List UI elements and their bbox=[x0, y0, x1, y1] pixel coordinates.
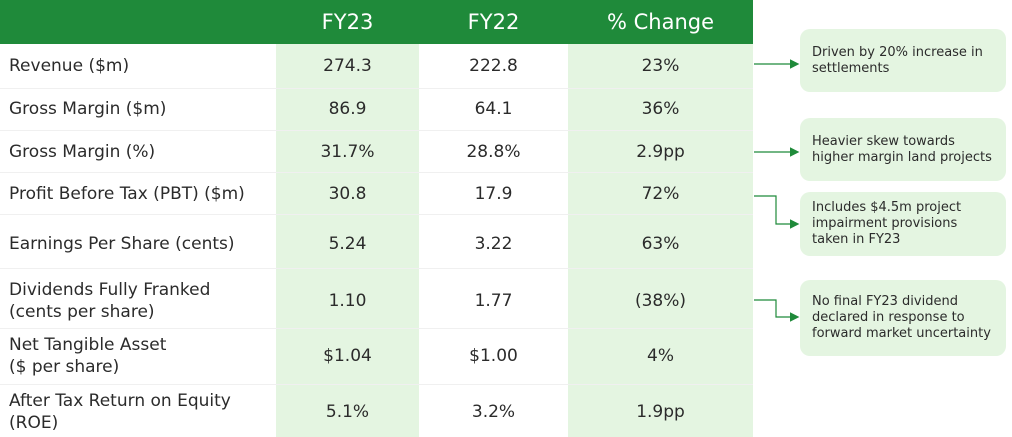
connector-dividends bbox=[754, 299, 800, 322]
cell-fy23-pbt: 30.8 bbox=[328, 184, 367, 204]
cell-fy23-gross-margin-percent: 31.7% bbox=[320, 142, 375, 162]
cell-change-revenue: 23% bbox=[641, 56, 680, 76]
fy23-column-background bbox=[276, 44, 419, 437]
header-fy23: FY23 bbox=[321, 10, 374, 34]
connector-pbt bbox=[754, 195, 800, 229]
cell-change-dividends: (38%) bbox=[634, 291, 687, 311]
cell-change-pbt: 72% bbox=[641, 184, 680, 204]
cell-change-eps: 63% bbox=[641, 234, 680, 254]
cell-change-nta: 4% bbox=[647, 346, 674, 366]
cell-fy23-revenue: 274.3 bbox=[323, 56, 372, 76]
row-label-gross-margin-dollars: Gross Margin ($m) bbox=[9, 99, 167, 119]
cell-fy22-eps: 3.22 bbox=[474, 234, 513, 254]
cell-change-gross-margin-dollars: 36% bbox=[641, 99, 680, 119]
row-label-roe: After Tax Return on Equity (ROE) bbox=[9, 391, 231, 433]
row-label-pbt: Profit Before Tax (PBT) ($m) bbox=[9, 184, 245, 204]
row-label-nta: Net Tangible Asset ($ per share) bbox=[9, 335, 167, 377]
cell-fy23-eps: 5.24 bbox=[328, 234, 367, 254]
cell-fy22-dividends: 1.77 bbox=[474, 291, 513, 311]
note-pbt: Includes $4.5m project impairment provis… bbox=[800, 192, 1006, 256]
header-change: % Change bbox=[606, 10, 715, 34]
cell-fy23-dividends: 1.10 bbox=[328, 291, 367, 311]
cell-fy23-nta: $1.04 bbox=[323, 346, 372, 366]
note-revenue: Driven by 20% increase in settlements bbox=[800, 29, 1006, 92]
row-label-eps: Earnings Per Share (cents) bbox=[9, 234, 235, 254]
cell-fy22-revenue: 222.8 bbox=[469, 56, 518, 76]
cell-fy23-gross-margin-dollars: 86.9 bbox=[328, 99, 367, 119]
cell-fy22-gross-margin-dollars: 64.1 bbox=[474, 99, 513, 119]
row-label-dividends: Dividends Fully Franked (cents per share… bbox=[9, 280, 211, 322]
change-column-background bbox=[568, 44, 753, 437]
cell-change-gross-margin-percent: 2.9pp bbox=[636, 142, 685, 162]
cell-fy23-roe: 5.1% bbox=[325, 402, 370, 422]
cell-fy22-nta: $1.00 bbox=[469, 346, 518, 366]
row-label-gross-margin-percent: Gross Margin (%) bbox=[9, 142, 156, 162]
row-label-revenue: Revenue ($m) bbox=[9, 56, 130, 76]
cell-fy22-roe: 3.2% bbox=[471, 402, 516, 422]
cell-fy22-gross-margin-percent: 28.8% bbox=[466, 142, 521, 162]
cell-change-roe: 1.9pp bbox=[636, 402, 685, 422]
note-gross-margin: Heavier skew towards higher margin land … bbox=[800, 118, 1006, 181]
table-header bbox=[0, 0, 753, 44]
note-dividends: No final FY23 dividend declared in respo… bbox=[800, 280, 1006, 356]
header-fy22: FY22 bbox=[467, 10, 520, 34]
cell-fy22-pbt: 17.9 bbox=[474, 184, 513, 204]
